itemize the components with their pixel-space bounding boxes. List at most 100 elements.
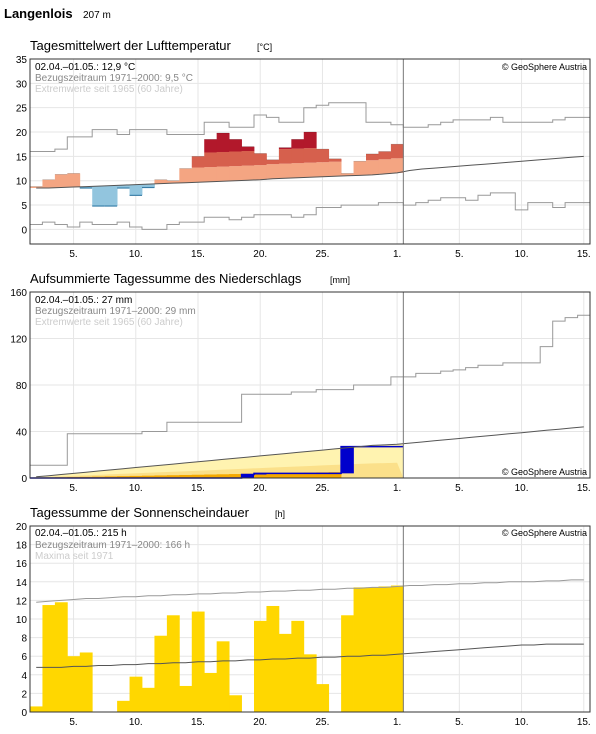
temperature-anomaly-bar (229, 152, 242, 167)
sunshine-bar (117, 701, 130, 712)
temperature-y-tick-label: 35 (16, 55, 28, 66)
temperature-info-extremes: Extremwerte seit 1965 (60 Jahre) (35, 84, 183, 95)
sunshine-y-tick-label: 8 (21, 634, 27, 645)
temperature-anomaly-bar (366, 160, 379, 175)
temperature-anomaly-bar (279, 164, 292, 179)
temperature-anomaly-bar (291, 149, 304, 164)
temperature-anomaly-bar (304, 163, 317, 178)
temperature-anomaly-bar (217, 152, 230, 167)
temperature-anomaly-bar (242, 151, 255, 166)
temperature-anomaly-bar (391, 144, 404, 158)
precipitation-y-tick-label: 40 (16, 428, 28, 439)
temperature-anomaly-bar (291, 163, 304, 178)
sunshine-bar (55, 602, 68, 712)
sunshine-x-tick-label: 15. (577, 717, 591, 728)
sunshine-bar (217, 641, 230, 712)
sunshine-y-tick-label: 6 (21, 652, 27, 663)
temperature-x-tick-label: 10. (129, 249, 143, 260)
precipitation-info-period: 02.04.–01.05.: 27 mm (35, 295, 132, 306)
sunshine-bar (391, 586, 404, 712)
temperature-anomaly-bar (304, 132, 317, 148)
precipitation-info-reference: Bezugszeitraum 1971–2000: 29 mm (35, 306, 196, 317)
temperature-anomaly-bar (229, 139, 242, 151)
precipitation-copyright: © GeoSphere Austria (502, 467, 587, 477)
precipitation-y-tick-label: 160 (10, 288, 27, 299)
precipitation-title: Aufsummierte Tagessumme des Niederschlag… (30, 271, 302, 286)
temperature-x-tick-label: 25. (315, 249, 329, 260)
sunshine-y-tick-label: 2 (21, 689, 27, 700)
sunshine-copyright: © GeoSphere Austria (502, 528, 587, 538)
sunshine-bar (204, 673, 217, 712)
sunshine-panel: Tagessumme der Sonnenscheindauer [h] 024… (16, 505, 591, 728)
sunshine-bar (254, 621, 267, 712)
temperature-anomaly-bar (266, 164, 279, 179)
temperature-anomaly-bar (254, 153, 267, 165)
sunshine-bar (80, 652, 93, 712)
sunshine-bar (316, 684, 329, 712)
temperature-y-tick-label: 0 (21, 225, 27, 236)
precipitation-x-tick-label: 15. (577, 483, 591, 494)
temperature-y-tick-label: 25 (16, 104, 28, 115)
temperature-x-tick-label: 15. (191, 249, 205, 260)
temperature-y-tick-label: 10 (16, 177, 28, 188)
temperature-anomaly-bar (204, 152, 217, 167)
sunshine-bar (167, 615, 180, 712)
temperature-anomaly-bar (130, 185, 143, 196)
temperature-anomaly-bar (217, 133, 230, 152)
temperature-y-tick-label: 20 (16, 128, 28, 139)
temperature-anomaly-bar (242, 147, 255, 151)
precipitation-y-tick-label: 80 (16, 381, 28, 392)
temperature-anomaly-bar (304, 148, 317, 163)
temperature-x-tick-label: 15. (577, 249, 591, 260)
temperature-anomaly-bar (354, 161, 367, 175)
temperature-x-tick-label: 20. (253, 249, 267, 260)
sunshine-x-tick-label: 20. (253, 717, 267, 728)
temperature-anomaly-bar (391, 158, 404, 173)
sunshine-bar (130, 677, 143, 712)
temperature-anomaly-bar (105, 186, 118, 206)
temperature-anomaly-bar (291, 139, 304, 148)
temperature-anomaly-bar (242, 166, 255, 181)
precipitation-panel: Aufsummierte Tagessumme des Niederschlag… (10, 271, 590, 494)
sunshine-bar (142, 688, 155, 712)
temperature-x-tick-label: 5. (69, 249, 77, 260)
sunshine-y-tick-label: 20 (16, 522, 28, 533)
temperature-anomaly-bar (266, 160, 279, 164)
temperature-info-period: 02.04.–01.05.: 12,9 °C (35, 62, 135, 73)
temperature-y-tick-label: 30 (16, 79, 28, 90)
temperature-anomaly-bar (329, 159, 342, 162)
sunshine-bar (67, 656, 80, 712)
sunshine-x-tick-label: 1. (393, 717, 401, 728)
precipitation-y-tick-label: 120 (10, 335, 27, 346)
precipitation-x-tick-label: 25. (315, 483, 329, 494)
sunshine-x-tick-label: 15. (191, 717, 205, 728)
temperature-anomaly-bar (378, 152, 391, 160)
precipitation-y-tick-label: 0 (21, 474, 27, 485)
sunshine-bar (354, 587, 367, 712)
precipitation-info-extremes: Extremwerte seit 1965 (60 Jahre) (35, 317, 183, 328)
station-elevation: 207 m (83, 10, 111, 21)
temperature-anomaly-bar (192, 156, 205, 167)
sunshine-bar (154, 636, 167, 712)
temperature-anomaly-bar (254, 165, 267, 180)
temperature-info-reference: Bezugszeitraum 1971–2000: 9,5 °C (35, 73, 193, 84)
sunshine-unit: [h] (275, 509, 285, 519)
sunshine-bar (279, 634, 292, 712)
temperature-x-tick-label: 1. (393, 249, 401, 260)
precipitation-x-tick-label: 10. (129, 483, 143, 494)
temperature-anomaly-bar (378, 159, 391, 174)
sunshine-y-tick-label: 0 (21, 708, 27, 719)
temperature-anomaly-bar (204, 139, 217, 152)
precipitation-unit: [mm] (330, 275, 350, 285)
sunshine-info-maxima: Maxima seit 1971 (35, 551, 114, 562)
sunshine-y-tick-label: 4 (21, 671, 27, 682)
sunshine-x-tick-label: 10. (515, 717, 529, 728)
temperature-title: Tagesmittelwert der Lufttemperatur (30, 38, 232, 53)
temperature-anomaly-bar (192, 168, 205, 183)
temperature-anomaly-bar (92, 186, 105, 206)
temperature-anomaly-bar (316, 149, 329, 162)
temperature-x-tick-label: 10. (515, 249, 529, 260)
precipitation-x-tick-label: 5. (69, 483, 77, 494)
sunshine-x-tick-label: 25. (315, 717, 329, 728)
temperature-unit: [°C] (257, 42, 272, 52)
